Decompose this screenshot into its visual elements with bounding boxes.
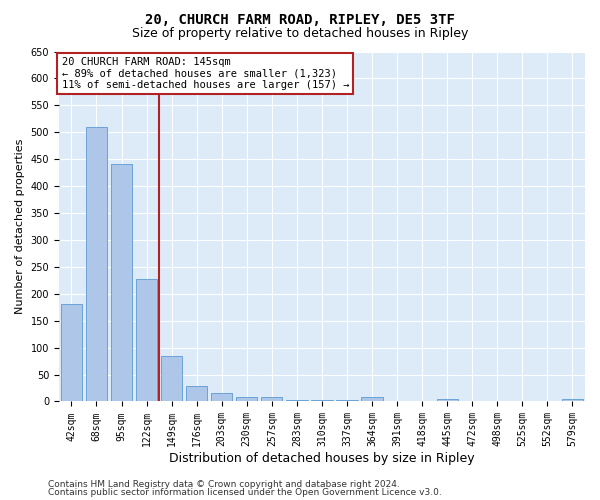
Bar <box>311 400 332 402</box>
Y-axis label: Number of detached properties: Number of detached properties <box>15 139 25 314</box>
Bar <box>61 304 82 402</box>
Text: Size of property relative to detached houses in Ripley: Size of property relative to detached ho… <box>132 28 468 40</box>
Bar <box>261 397 283 402</box>
Text: 20, CHURCH FARM ROAD, RIPLEY, DE5 3TF: 20, CHURCH FARM ROAD, RIPLEY, DE5 3TF <box>145 12 455 26</box>
Bar <box>136 280 157 402</box>
Bar <box>161 356 182 402</box>
Bar <box>437 399 458 402</box>
Bar <box>337 400 358 402</box>
Text: Contains HM Land Registry data © Crown copyright and database right 2024.: Contains HM Land Registry data © Crown c… <box>48 480 400 489</box>
Bar <box>111 164 132 402</box>
Bar <box>236 396 257 402</box>
Bar <box>186 386 208 402</box>
Bar <box>286 400 308 402</box>
Bar <box>211 393 232 402</box>
Bar <box>562 400 583 402</box>
Bar <box>86 127 107 402</box>
Text: Contains public sector information licensed under the Open Government Licence v3: Contains public sector information licen… <box>48 488 442 497</box>
Bar <box>361 396 383 402</box>
X-axis label: Distribution of detached houses by size in Ripley: Distribution of detached houses by size … <box>169 452 475 465</box>
Text: 20 CHURCH FARM ROAD: 145sqm
← 89% of detached houses are smaller (1,323)
11% of : 20 CHURCH FARM ROAD: 145sqm ← 89% of det… <box>62 56 349 90</box>
